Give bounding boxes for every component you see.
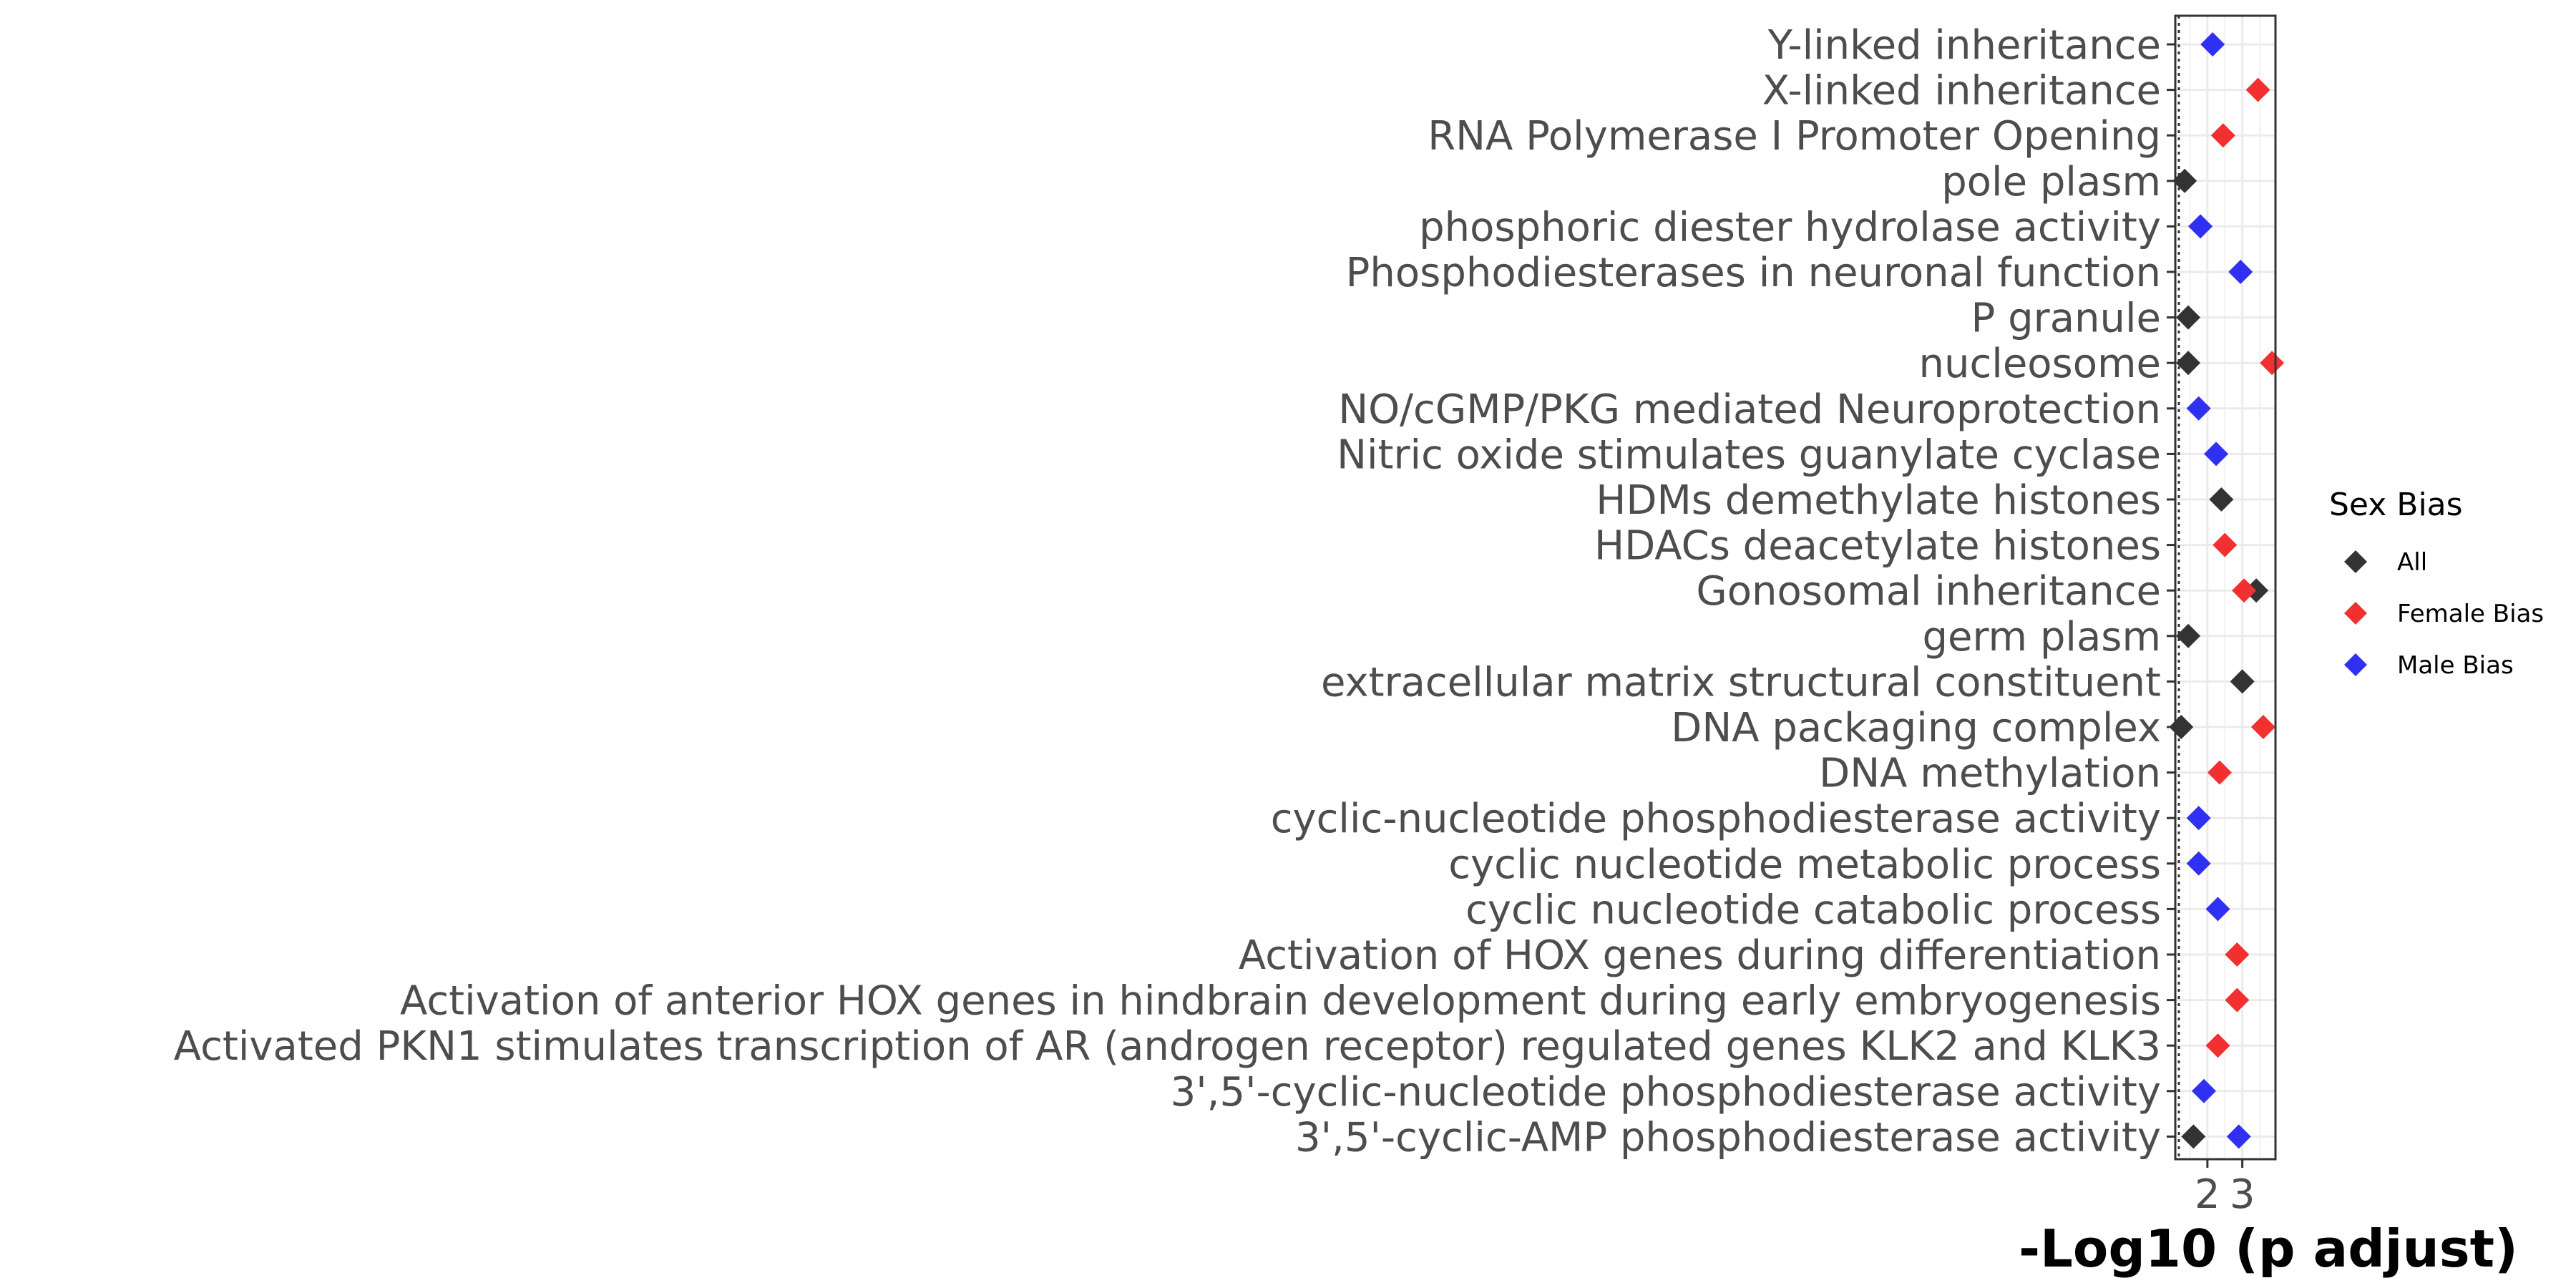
data-point-female-bias [2260,351,2285,376]
data-point-female-bias [2210,123,2235,148]
data-point-female-bias [2212,532,2238,557]
data-point-male-bias [2186,851,2211,876]
legend-title: Sex Bias [2329,487,2463,523]
category-label: 3',5'-cyclic-nucleotide phosphodiesteras… [1171,1069,2161,1116]
category-label: NO/cGMP/PKG mediated Neuroprotection [1338,386,2161,433]
data-point-female-bias [2232,578,2257,603]
data-point-all [2176,623,2201,648]
category-label: extracellular matrix structural constitu… [1321,659,2161,706]
data-point-female-bias [2205,1033,2230,1058]
legend-label: Female Bias [2397,600,2544,628]
category-label: Y-linked inheritance [1767,22,2161,69]
category-label: Phosphodiesterases in neuronal function [1346,250,2161,296]
category-label: DNA methylation [1819,751,2161,797]
category-label: nucleosome [1919,341,2162,387]
legend-key-male-bias [2344,653,2367,676]
data-point-male-bias [2204,441,2229,467]
data-point-male-bias [2228,260,2253,284]
category-label: phosphoric diester hydrolase activity [1419,204,2161,250]
category-label: Nitric oxide stimulates guanylate cyclas… [1337,431,2161,478]
category-label: RNA Polymerase I Promoter Opening [1428,113,2161,160]
data-point-all [2230,669,2255,694]
category-label: DNA packaging complex [1671,705,2161,751]
category-label: HDMs demethylate histones [1596,477,2161,524]
data-point-all [2244,578,2269,603]
category-label: Activation of anterior HOX genes in hind… [400,978,2161,1025]
data-point-female-bias [2225,942,2250,967]
data-point-female-bias [2207,760,2232,785]
category-label: cyclic nucleotide catabolic process [1465,887,2161,933]
x-axis-title: -Log10 (p adjust) [2019,1219,2518,1279]
plot-panel-border [2174,14,2277,1161]
data-point-female-bias [2250,715,2275,739]
data-point-all [2181,1124,2206,1149]
data-points [2169,32,2285,1149]
category-label: germ plasm [1922,614,2161,660]
x-tick-label: 3 [2230,1171,2255,1218]
data-point-all [2209,487,2234,512]
category-label: pole plasm [1941,159,2161,205]
data-point-male-bias [2200,32,2225,57]
legend-label: Male Bias [2397,651,2514,680]
category-label: cyclic nucleotide metabolic process [1448,841,2161,888]
legend-key-female-bias [2344,602,2367,625]
data-point-male-bias [2226,1124,2251,1149]
data-point-female-bias [2225,987,2250,1013]
category-label: Gonosomal inheritance [1696,568,2161,615]
category-label: HDACs deacetylate histones [1594,523,2161,570]
data-point-all [2176,305,2201,330]
data-point-female-bias [2245,77,2270,102]
category-label: Activated PKN1 stimulates transcription … [174,1023,2161,1070]
category-label: P granule [1971,296,2161,342]
data-point-male-bias [2188,214,2213,239]
data-point-male-bias [2186,396,2211,421]
data-point-male-bias [2186,806,2211,831]
data-point-all [2176,351,2201,376]
category-label: 3',5'-cyclic-AMP phosphodiesterase activ… [1295,1114,2161,1161]
category-label: X-linked inheritance [1762,68,2161,114]
legend: Sex Bias All Female Bias Male Bias [2329,487,2544,680]
category-label: Activation of HOX genes during different… [1239,932,2161,979]
legend-label: All [2397,548,2427,577]
x-tick-label: 2 [2195,1171,2220,1218]
data-point-male-bias [2205,897,2230,922]
category-label: cyclic-nucleotide phosphodiesterase acti… [1271,796,2161,842]
data-point-all [2172,168,2197,193]
legend-key-all [2344,550,2367,573]
data-point-male-bias [2192,1078,2216,1103]
